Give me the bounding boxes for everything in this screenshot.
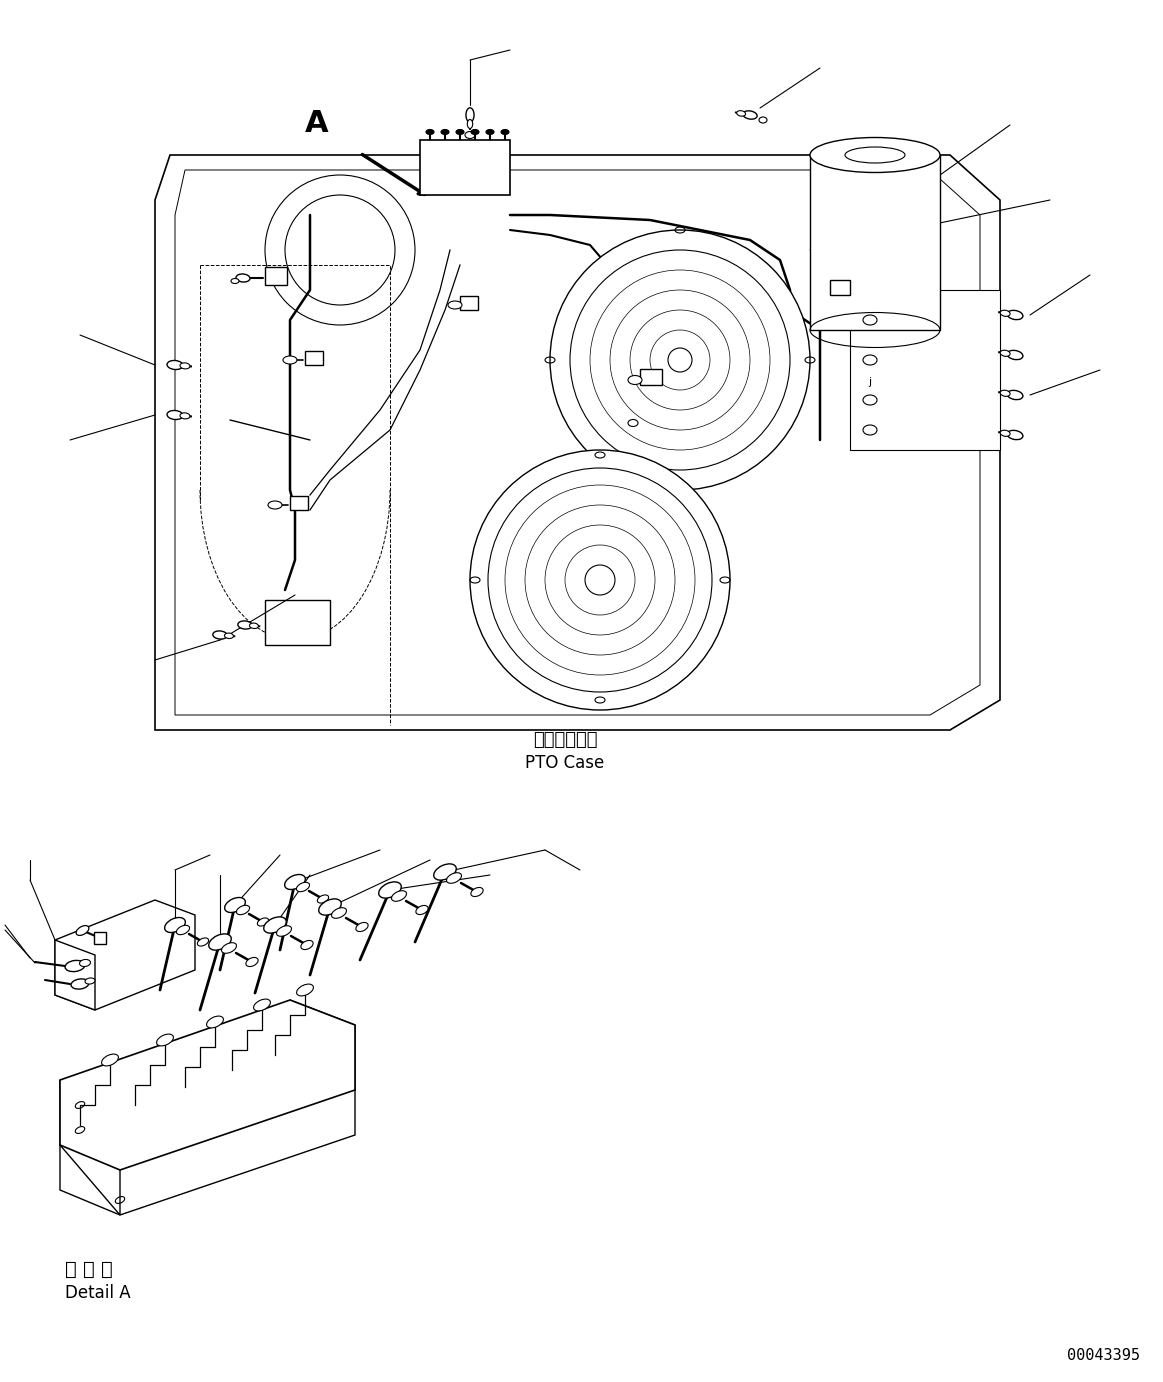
- Ellipse shape: [71, 978, 88, 990]
- Ellipse shape: [1007, 430, 1023, 439]
- Ellipse shape: [231, 279, 240, 283]
- Ellipse shape: [180, 413, 190, 419]
- Text: Detail A: Detail A: [65, 1284, 130, 1302]
- Ellipse shape: [237, 621, 252, 629]
- Polygon shape: [55, 900, 195, 1010]
- Ellipse shape: [1000, 310, 1011, 316]
- Ellipse shape: [426, 130, 434, 134]
- Circle shape: [550, 229, 809, 491]
- Ellipse shape: [213, 632, 227, 638]
- Ellipse shape: [1000, 390, 1011, 397]
- Circle shape: [585, 565, 615, 596]
- Ellipse shape: [264, 916, 286, 933]
- Ellipse shape: [277, 926, 292, 936]
- Ellipse shape: [1000, 350, 1011, 357]
- Polygon shape: [60, 1079, 120, 1215]
- Polygon shape: [60, 1001, 355, 1171]
- Polygon shape: [850, 290, 1000, 451]
- Ellipse shape: [486, 130, 494, 134]
- Ellipse shape: [471, 887, 483, 897]
- Text: 00043395: 00043395: [1066, 1347, 1140, 1363]
- Ellipse shape: [257, 918, 269, 926]
- Ellipse shape: [245, 958, 258, 966]
- Polygon shape: [94, 931, 106, 944]
- Ellipse shape: [224, 633, 234, 638]
- Ellipse shape: [167, 361, 183, 369]
- Bar: [265, 267, 287, 285]
- Bar: [290, 496, 308, 510]
- Polygon shape: [290, 1001, 355, 1090]
- Ellipse shape: [441, 130, 449, 134]
- Ellipse shape: [809, 137, 940, 173]
- Ellipse shape: [297, 882, 309, 891]
- Ellipse shape: [101, 1054, 119, 1066]
- Polygon shape: [265, 600, 330, 645]
- Bar: [305, 351, 323, 365]
- Ellipse shape: [456, 130, 464, 134]
- Ellipse shape: [356, 922, 369, 931]
- Ellipse shape: [434, 864, 456, 880]
- Ellipse shape: [317, 896, 329, 902]
- Ellipse shape: [301, 941, 313, 949]
- Text: ＰＴＯケース: ＰＴＯケース: [533, 731, 598, 749]
- Ellipse shape: [76, 926, 88, 936]
- Ellipse shape: [177, 926, 190, 934]
- Polygon shape: [155, 155, 1000, 730]
- Ellipse shape: [1007, 351, 1023, 359]
- Bar: [640, 369, 662, 386]
- Bar: [830, 281, 850, 294]
- Ellipse shape: [1007, 311, 1023, 319]
- Polygon shape: [55, 940, 95, 1010]
- Ellipse shape: [250, 623, 258, 629]
- Ellipse shape: [319, 898, 341, 915]
- Ellipse shape: [85, 978, 95, 984]
- Ellipse shape: [285, 875, 306, 890]
- Ellipse shape: [79, 959, 91, 966]
- Ellipse shape: [297, 984, 313, 996]
- Ellipse shape: [1000, 430, 1011, 437]
- Ellipse shape: [331, 908, 347, 918]
- Circle shape: [668, 348, 692, 372]
- Bar: [420, 140, 511, 195]
- Text: PTO Case: PTO Case: [526, 755, 605, 773]
- Ellipse shape: [283, 357, 297, 363]
- Ellipse shape: [165, 918, 185, 933]
- Polygon shape: [60, 1066, 355, 1215]
- Ellipse shape: [466, 108, 475, 122]
- Ellipse shape: [628, 376, 642, 384]
- Circle shape: [470, 451, 730, 710]
- Ellipse shape: [221, 943, 236, 954]
- Ellipse shape: [267, 502, 281, 509]
- Text: A: A: [305, 109, 329, 138]
- Ellipse shape: [379, 882, 401, 898]
- Ellipse shape: [447, 872, 462, 883]
- Text: j: j: [869, 377, 871, 387]
- Ellipse shape: [207, 1016, 223, 1028]
- Ellipse shape: [448, 301, 462, 310]
- Ellipse shape: [157, 1034, 173, 1046]
- Ellipse shape: [501, 130, 509, 134]
- Ellipse shape: [236, 905, 250, 915]
- Bar: [809, 155, 940, 330]
- Ellipse shape: [180, 363, 190, 369]
- Ellipse shape: [416, 905, 428, 915]
- Ellipse shape: [743, 111, 757, 119]
- Ellipse shape: [236, 274, 250, 282]
- Ellipse shape: [471, 130, 479, 134]
- Text: Ａ 詳 細: Ａ 詳 細: [65, 1260, 113, 1278]
- Bar: [461, 296, 478, 310]
- Ellipse shape: [1007, 390, 1023, 399]
- Ellipse shape: [224, 897, 245, 912]
- Ellipse shape: [198, 938, 208, 947]
- Ellipse shape: [628, 420, 638, 427]
- Ellipse shape: [736, 111, 745, 116]
- Ellipse shape: [468, 119, 472, 129]
- Ellipse shape: [254, 999, 271, 1010]
- Ellipse shape: [392, 891, 407, 901]
- Ellipse shape: [208, 934, 231, 949]
- Ellipse shape: [65, 960, 85, 972]
- Ellipse shape: [167, 410, 183, 420]
